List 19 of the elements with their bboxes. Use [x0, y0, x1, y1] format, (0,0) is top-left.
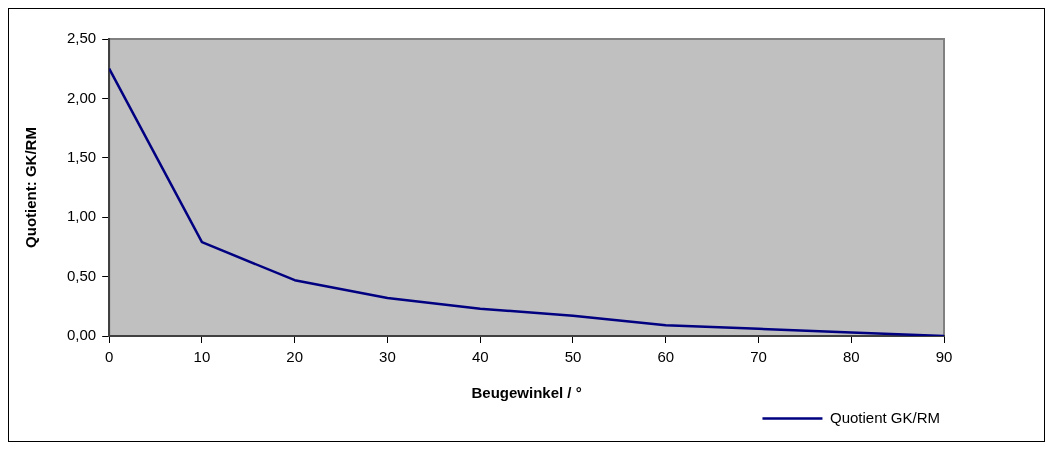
y-tick-label: 2,50 [66, 29, 97, 47]
y-tick-label: 1,00 [66, 207, 97, 225]
y-tick-label: 2,00 [66, 88, 97, 106]
x-tick-label: 60 [657, 348, 675, 366]
x-tick-label: 80 [842, 348, 860, 366]
x-tick-label: 90 [935, 348, 953, 366]
y-tick-label: 0,00 [66, 326, 97, 344]
y-tick-label: 0,50 [66, 266, 97, 284]
x-tick-label: 30 [379, 348, 396, 366]
x-tick-label: 50 [564, 348, 582, 366]
x-axis-title: Beugewinkel / ° [471, 384, 582, 402]
x-tick-label: 70 [750, 348, 767, 366]
x-tick-label: 40 [471, 348, 489, 366]
y-axis-title: Quotient: GK/RM [22, 127, 40, 248]
x-tick-label: 0 [105, 348, 114, 366]
y-tick-label: 1,50 [66, 147, 97, 165]
x-tick-label: 10 [193, 348, 211, 366]
legend-label: Quotient GK/RM [829, 408, 941, 426]
x-tick-label: 20 [286, 348, 304, 366]
